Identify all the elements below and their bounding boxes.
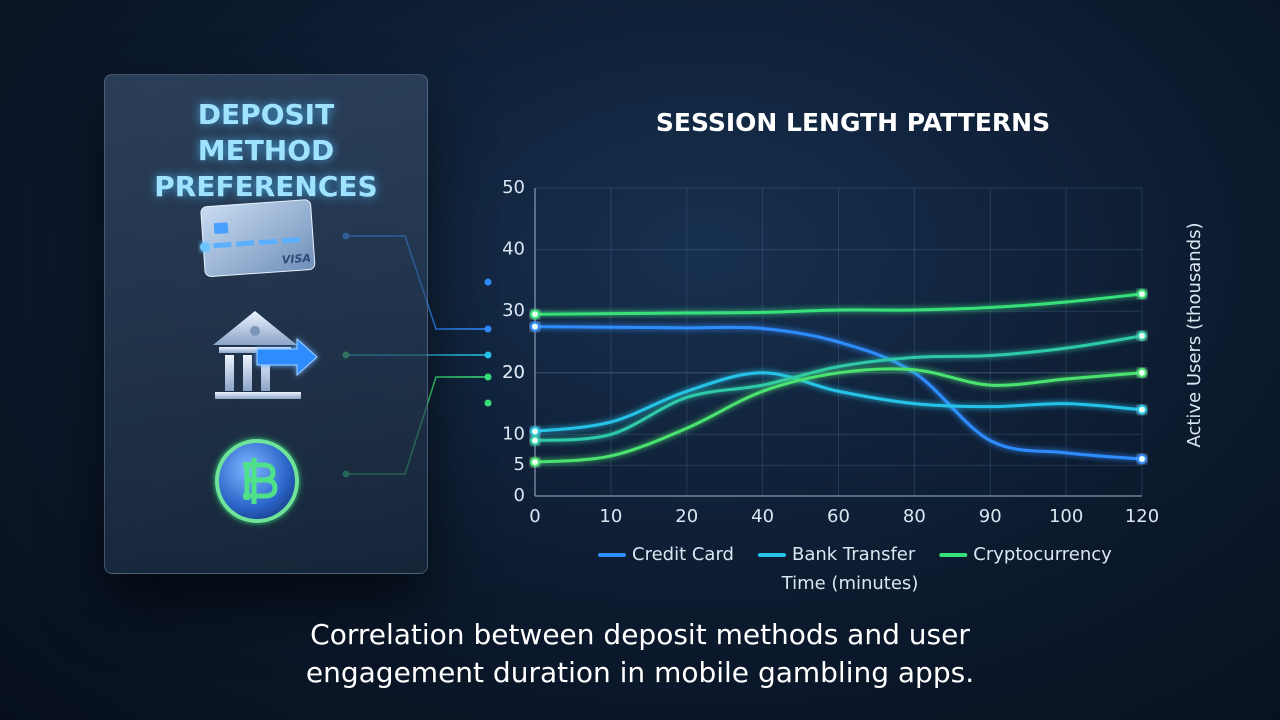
series-line bbox=[534, 325, 1143, 461]
y-tick-label: 5 bbox=[514, 454, 525, 475]
y-tick-label: 20 bbox=[502, 362, 525, 383]
x-tick-label: 120 bbox=[1125, 506, 1159, 527]
legend-label: Cryptocurrency bbox=[973, 544, 1112, 565]
x-tick-label: 0 bbox=[529, 506, 540, 527]
y-axis-label: Active Users (thousands) bbox=[1184, 222, 1205, 447]
end-point bbox=[530, 309, 540, 320]
y-tick-label: 30 bbox=[502, 300, 525, 321]
x-tick-label: 20 bbox=[675, 506, 698, 527]
x-axis-label: Time (minutes) bbox=[781, 573, 919, 594]
end-point bbox=[1137, 330, 1147, 341]
y-tick-label: 40 bbox=[502, 239, 525, 260]
legend-label: Credit Card bbox=[632, 544, 734, 565]
y-tick-label: 0 bbox=[514, 485, 525, 506]
end-point bbox=[530, 321, 540, 332]
x-tick-label: 90 bbox=[979, 506, 1002, 527]
panel-icons: VISA bbox=[200, 199, 318, 525]
end-point bbox=[1137, 288, 1147, 299]
x-tick-label: 40 bbox=[751, 506, 774, 527]
panel-title: DEPOSIT METHOD PREFERENCES bbox=[154, 98, 378, 203]
y-tick-label: 20 bbox=[502, 362, 525, 383]
y-tick-label: 50 bbox=[502, 177, 525, 198]
end-point bbox=[1137, 404, 1147, 415]
series-line bbox=[534, 292, 1143, 316]
end-point bbox=[530, 426, 540, 437]
x-tick-label: 10 bbox=[599, 506, 622, 527]
series-line bbox=[534, 371, 1143, 433]
series-line bbox=[534, 334, 1143, 443]
chart-title: SESSION LENGTH PATTERNS bbox=[656, 108, 1050, 137]
legend-label: Bank Transfer bbox=[792, 544, 916, 565]
card-icon: VISA bbox=[200, 199, 316, 277]
end-point bbox=[530, 457, 540, 468]
bitcoin-icon bbox=[213, 437, 301, 525]
deposit-panel: DEPOSIT METHOD PREFERENCES VISA bbox=[104, 74, 428, 574]
x-tick-label: 100 bbox=[1049, 506, 1083, 527]
end-point bbox=[1137, 454, 1147, 465]
bank-icon bbox=[213, 311, 318, 399]
y-tick-label: 10 bbox=[502, 423, 525, 444]
x-tick-label: 60 bbox=[827, 506, 850, 527]
card-brand: VISA bbox=[281, 252, 311, 267]
end-point bbox=[1137, 367, 1147, 378]
series-line bbox=[534, 367, 1143, 464]
x-tick-label: 80 bbox=[903, 506, 926, 527]
end-point bbox=[530, 435, 540, 446]
caption: Correlation between deposit methods and … bbox=[305, 618, 975, 689]
